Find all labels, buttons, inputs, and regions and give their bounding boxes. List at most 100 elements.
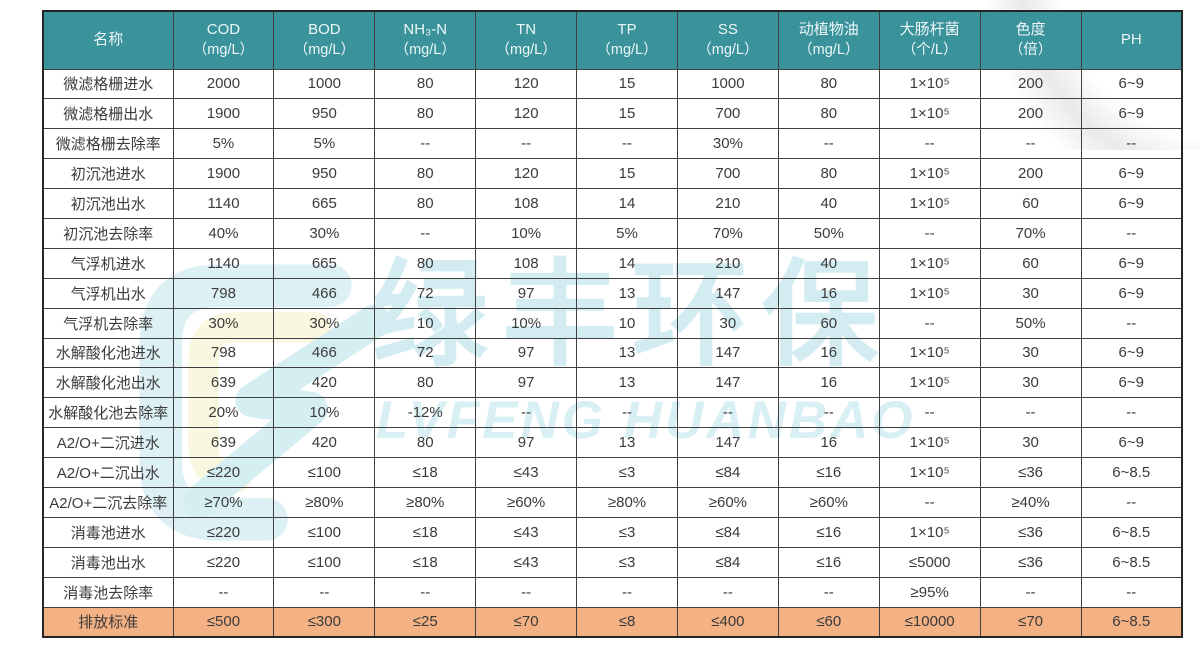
table-cell: -- — [878, 307, 981, 339]
row-label: 初沉池进水 — [42, 158, 174, 190]
table-cell: 1×10⁵ — [878, 367, 981, 399]
table-cell: 15 — [576, 158, 678, 190]
table-cell: 40 — [777, 188, 880, 219]
table-cell: ≤3 — [576, 546, 678, 578]
table-cell: 798 — [172, 337, 275, 369]
table-cell: 97 — [475, 367, 578, 399]
table-cell: 80 — [374, 367, 477, 399]
table-cell: -- — [878, 486, 981, 518]
table-cell: 15 — [576, 98, 678, 130]
table-cell: 13 — [576, 337, 678, 369]
table-cell: -- — [576, 576, 678, 608]
table-cell: ≥80% — [576, 486, 678, 518]
table-cell: 200 — [979, 98, 1082, 130]
table-cell: ≤18 — [374, 546, 477, 578]
table-cell: ≤300 — [273, 606, 376, 638]
table-cell: 80 — [374, 98, 477, 130]
table-row: A2/O+二沉进水 639 420 80 97 13 147 16 1×10⁵ 30 6~9 — [42, 427, 1183, 459]
row-label: 水解酸化池出水 — [42, 367, 174, 399]
table-cell: 120 — [475, 68, 578, 100]
table-cell: 80 — [374, 188, 477, 219]
table-cell: 639 — [172, 367, 275, 399]
table-cell: 108 — [475, 188, 578, 219]
table-cell: 6~9 — [1080, 337, 1183, 369]
column-header: 大肠杆菌 （个/L） — [878, 10, 981, 70]
table-cell: ≥60% — [475, 486, 578, 518]
table-header: 名称 COD （mg/L） BOD （mg/L） NH₃-N （mg/L） TN （mg/L）… — [42, 10, 1183, 70]
table-cell: 950 — [273, 98, 376, 130]
table-cell: ≤100 — [273, 516, 376, 548]
table-cell: 6~8.5 — [1080, 516, 1183, 548]
row-label: 气浮机出水 — [42, 277, 174, 309]
table-cell: ≤43 — [475, 546, 578, 578]
table-cell: 70% — [979, 217, 1082, 249]
table-cell: 420 — [273, 427, 376, 459]
table-cell: ≥95% — [878, 576, 981, 608]
table-cell: 10% — [475, 217, 578, 249]
table-row: A2/O+二沉去除率 ≥70% ≥80% ≥80% ≥60% ≥80% ≥60% ≥60% --… — [42, 486, 1183, 518]
row-label: 微滤格栅出水 — [42, 98, 174, 130]
table-cell: 16 — [777, 337, 880, 369]
table-cell: -- — [1080, 576, 1183, 608]
table-cell: 30 — [979, 367, 1082, 399]
table-cell: 6~9 — [1080, 427, 1183, 459]
table-cell: 10 — [374, 307, 477, 339]
column-header: PH — [1080, 10, 1183, 70]
table-cell: 1×10⁵ — [878, 427, 981, 459]
table-cell: 30 — [979, 277, 1082, 309]
table-cell: 97 — [475, 337, 578, 369]
table-cell: -- — [475, 397, 578, 429]
table-cell: ≤84 — [676, 457, 779, 488]
column-header: SS （mg/L） — [676, 10, 779, 70]
table-row: 排放标准 ≤500 ≤300 ≤25 ≤70 ≤8 ≤400 ≤60 ≤10000 ≤70 6~8.… — [42, 606, 1183, 638]
table-cell: 950 — [273, 158, 376, 190]
table-cell: -- — [676, 576, 779, 608]
table-cell: ≤43 — [475, 457, 578, 488]
table-row: 气浮机出水 798 466 72 97 13 147 16 1×10⁵ 30 6~9 — [42, 277, 1183, 309]
table-cell: 14 — [576, 247, 678, 279]
table-cell: ≤36 — [979, 457, 1082, 488]
table-row: 消毒池进水 ≤220 ≤100 ≤18 ≤43 ≤3 ≤84 ≤16 1×10⁵ ≤36 6~8.5 — [42, 516, 1183, 548]
table-cell: 80 — [374, 68, 477, 100]
table-cell: 1900 — [172, 158, 275, 190]
table-cell: 665 — [273, 188, 376, 219]
table-cell: -- — [979, 576, 1082, 608]
table-cell: 6~8.5 — [1080, 546, 1183, 578]
table-row: 微滤格栅进水 2000 1000 80 120 15 1000 80 1×10⁵ 200 6~9 — [42, 68, 1183, 100]
row-label: 气浮机去除率 — [42, 307, 174, 339]
table-cell: 14 — [576, 188, 678, 219]
table-cell: 20% — [172, 397, 275, 429]
table-cell: 13 — [576, 427, 678, 459]
table-cell: -- — [1080, 128, 1183, 160]
table-cell: ≥60% — [777, 486, 880, 518]
table-cell: 108 — [475, 247, 578, 279]
table-cell: 30% — [172, 307, 275, 339]
row-label: 微滤格栅去除率 — [42, 128, 174, 160]
table-cell: 60 — [979, 247, 1082, 279]
row-label: 初沉池去除率 — [42, 217, 174, 249]
table-cell: -- — [878, 128, 981, 160]
table-cell: ≤84 — [676, 546, 779, 578]
table-cell: 1×10⁵ — [878, 68, 981, 100]
table-cell: ≤84 — [676, 516, 779, 548]
table-cell: ≥60% — [676, 486, 779, 518]
table-cell: ≤16 — [777, 457, 880, 488]
table-row: 水解酸化池出水 639 420 80 97 13 147 16 1×10⁵ 30 6~9 — [42, 367, 1183, 399]
table-cell: 120 — [475, 98, 578, 130]
table-cell: 50% — [979, 307, 1082, 339]
table-cell: -- — [777, 128, 880, 160]
table-cell: 97 — [475, 277, 578, 309]
table-cell: 60 — [777, 307, 880, 339]
table-cell: ≤3 — [576, 516, 678, 548]
column-header-name: 名称 — [42, 10, 174, 70]
table-cell: ≤16 — [777, 546, 880, 578]
row-label: 初沉池出水 — [42, 188, 174, 219]
table-cell: 10 — [576, 307, 678, 339]
table-cell: -- — [777, 576, 880, 608]
table-cell: 6~9 — [1080, 367, 1183, 399]
table-cell: 80 — [777, 98, 880, 130]
table-cell: ≥80% — [374, 486, 477, 518]
table-cell: 30% — [676, 128, 779, 160]
table-row: A2/O+二沉出水 ≤220 ≤100 ≤18 ≤43 ≤3 ≤84 ≤16 1×10⁵ ≤36 6… — [42, 457, 1183, 488]
table-cell: 13 — [576, 367, 678, 399]
